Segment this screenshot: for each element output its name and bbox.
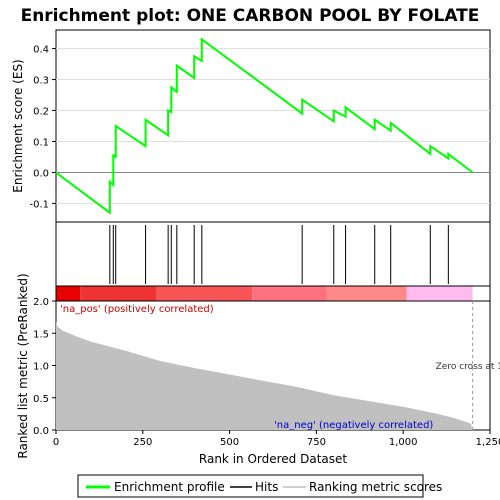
color-bar-segment bbox=[406, 286, 473, 301]
es-panel: -0.1 0.0 0.1 0.2 0.3 0.4 Enrichment score (ES… bbox=[11, 29, 491, 223]
neg-correlated-label: 'na_neg' (negatively correlated) bbox=[274, 420, 433, 431]
pos-correlated-label: 'na_pos' (positively correlated) bbox=[60, 304, 214, 315]
x-tick-label: 1,250 bbox=[476, 437, 500, 448]
metric-y-axis-label: Ranked list metric (PreRanked) bbox=[16, 273, 30, 458]
color-bar-segment bbox=[156, 286, 253, 301]
metric-y-tick-label: 1.5 bbox=[33, 329, 49, 340]
hit-markers bbox=[109, 225, 449, 284]
hits-panel bbox=[55, 221, 491, 287]
ranking-metric-area bbox=[56, 321, 473, 430]
x-tick-label: 500 bbox=[220, 437, 239, 448]
enrichment-profile-line bbox=[55, 37, 474, 215]
color-bar-segment bbox=[80, 286, 157, 301]
color-bar-segment bbox=[56, 286, 81, 301]
es-y-tick-label: 0.4 bbox=[33, 45, 49, 56]
metric-y-ticks: 0.0 0.5 1.0 1.5 2.0 bbox=[33, 297, 56, 437]
color-bar-segment bbox=[326, 286, 407, 301]
metric-y-tick-label: 2.0 bbox=[33, 297, 49, 308]
x-axis-label: Rank in Ordered Dataset bbox=[199, 452, 347, 466]
es-gridlines bbox=[56, 48, 490, 204]
hits-plot-area bbox=[55, 221, 491, 287]
chart-title: Enrichment plot: ONE CARBON POOL BY FOLA… bbox=[21, 6, 480, 26]
x-axis-ticks: 0 250 500 750 1,000 1,250 bbox=[53, 430, 500, 448]
legend: Enrichment profile Hits Ranking metric s… bbox=[77, 474, 442, 498]
zero-cross-label: Zero cross at 1 bbox=[436, 362, 500, 372]
es-y-ticks: -0.1 0.0 0.1 0.2 0.3 0.4 bbox=[29, 45, 56, 210]
es-y-tick-label: 0.1 bbox=[33, 137, 49, 148]
metric-y-tick-label: 0.5 bbox=[33, 394, 49, 405]
color-bar-segment bbox=[252, 286, 327, 301]
legend-hits-label: Hits bbox=[255, 480, 278, 494]
es-y-axis-label: Enrichment score (ES) bbox=[11, 59, 25, 192]
legend-box bbox=[77, 474, 424, 498]
legend-metric-label: Ranking metric scores bbox=[309, 480, 442, 494]
metric-y-tick-label: 0.0 bbox=[33, 426, 49, 437]
es-y-tick-label: 0.2 bbox=[33, 107, 49, 118]
es-y-tick-label: 0.0 bbox=[33, 168, 49, 179]
rank-color-bar bbox=[55, 285, 491, 302]
x-tick-label: 250 bbox=[133, 437, 152, 448]
metric-panel: Zero cross at 1 'na_pos' (positively cor… bbox=[16, 273, 500, 466]
legend-enrichment-label: Enrichment profile bbox=[114, 480, 225, 494]
metric-y-tick-label: 1.0 bbox=[33, 362, 49, 373]
es-y-tick-label: 0.3 bbox=[33, 76, 49, 87]
x-tick-label: 0 bbox=[53, 437, 59, 448]
x-tick-label: 750 bbox=[307, 437, 326, 448]
es-plot-area bbox=[55, 29, 491, 223]
es-y-tick-label: -0.1 bbox=[29, 199, 49, 210]
x-tick-label: 1,000 bbox=[389, 437, 418, 448]
